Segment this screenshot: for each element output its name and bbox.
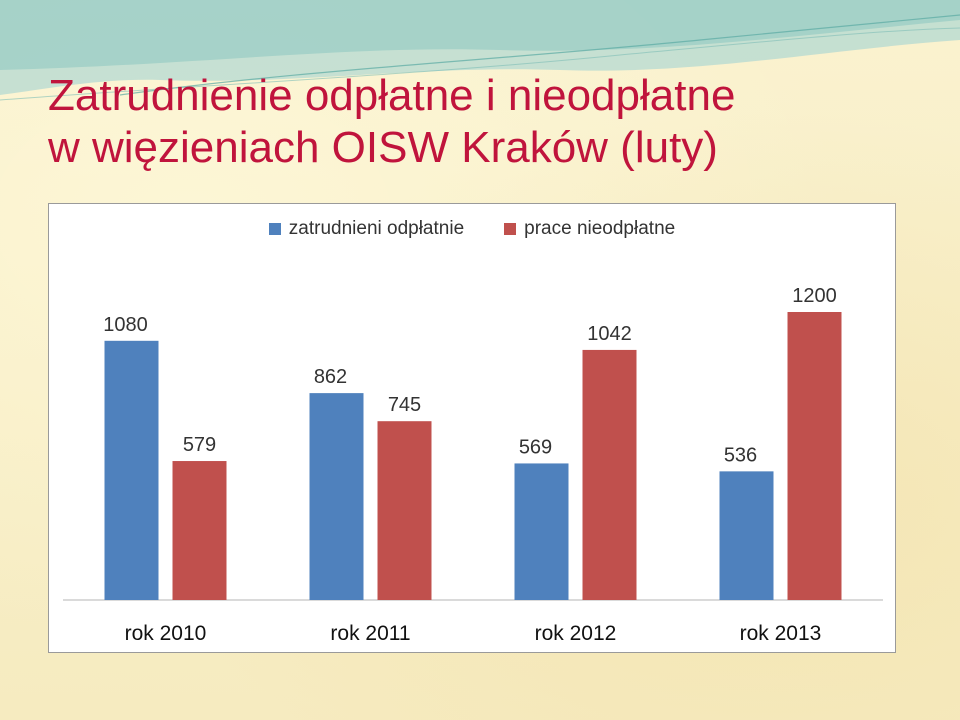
slide-title-line-1: Zatrudnienie odpłatne i nieodpłatne <box>48 71 736 120</box>
x-tick-label-3: rok 2013 <box>740 622 822 645</box>
bar-unpaid-1 <box>377 421 432 600</box>
x-tick-label-1: rok 2011 <box>330 622 410 645</box>
bar-paid-0 <box>104 340 159 600</box>
data-label-paid-0: 1080 <box>103 314 148 336</box>
legend-label-paid: zatrudnieni odpłatnie <box>288 218 465 239</box>
legend-swatch-paid <box>268 223 281 235</box>
slide-title: Zatrudnienie odpłatne i nieodpłatne w wi… <box>48 70 928 174</box>
chart-area: zatrudnieni odpłatnie prace nieodpłatne … <box>48 203 896 653</box>
bar-unpaid-0 <box>172 461 227 600</box>
data-label-paid-2: 569 <box>519 436 552 458</box>
bar-unpaid-3 <box>787 312 842 600</box>
bar-paid-1 <box>309 393 364 600</box>
legend-item-paid: zatrudnieni odpłatnie <box>268 218 465 240</box>
bar-unpaid-2 <box>582 349 637 600</box>
legend-label-unpaid: prace nieodpłatne <box>524 218 676 239</box>
chart-legend: zatrudnieni odpłatnie prace nieodpłatne <box>49 218 895 240</box>
decorative-wave <box>0 0 960 101</box>
data-label-unpaid-1: 745 <box>388 394 421 416</box>
x-tick-label-2: rok 2012 <box>535 622 617 645</box>
bar-paid-3 <box>719 471 774 600</box>
data-label-unpaid-3: 1200 <box>792 285 837 307</box>
data-label-paid-3: 536 <box>724 444 757 466</box>
slide-title-line-2: w więzieniach OISW Kraków (luty) <box>48 123 718 172</box>
legend-swatch-unpaid <box>504 223 517 235</box>
data-label-paid-1: 862 <box>314 366 347 388</box>
bar-chart: 1080 579 rok 2010 862 745 rok 2011 569 1042 rok … <box>63 285 883 645</box>
bar-paid-2 <box>514 463 569 600</box>
x-tick-label-0: rok 2010 <box>125 622 207 645</box>
legend-item-unpaid: prace nieodpłatne <box>504 218 675 240</box>
data-label-unpaid-2: 1042 <box>587 323 632 345</box>
data-label-unpaid-0: 579 <box>183 434 216 456</box>
